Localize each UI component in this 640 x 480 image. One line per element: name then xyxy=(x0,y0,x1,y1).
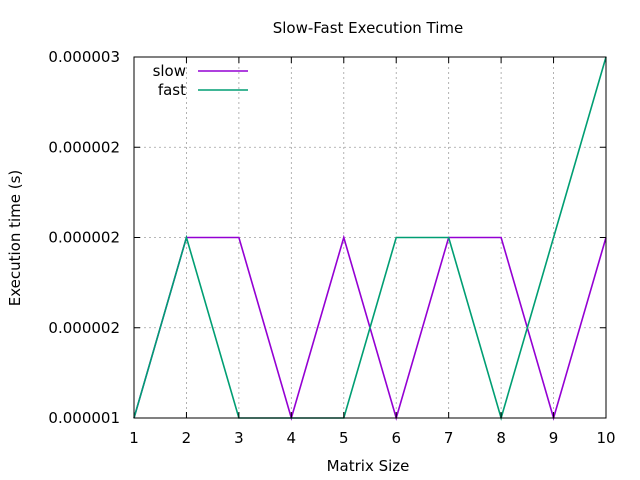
x-tick-label: 8 xyxy=(496,429,506,447)
series-line-fast xyxy=(133,56,607,421)
y-tick-label: 0.000001 xyxy=(48,409,120,427)
y-tick-label: 0.000002 xyxy=(48,138,120,156)
x-tick-label: 5 xyxy=(339,429,349,447)
x-tick-label: 1 xyxy=(129,429,139,447)
x-axis-label: Matrix Size xyxy=(327,457,410,475)
y-axis-label: Execution time (s) xyxy=(6,170,24,307)
y-tick-labels: 0.000001 0.000002 0.000002 0.000002 0.000003 xyxy=(48,48,120,427)
chart-title: Slow-Fast Execution Time xyxy=(273,19,464,37)
axis-ticks xyxy=(133,56,607,419)
x-tick-label: 4 xyxy=(287,429,297,447)
legend-label-fast: fast xyxy=(158,81,186,99)
x-tick-label: 2 xyxy=(182,429,192,447)
y-tick-label: 0.000002 xyxy=(48,319,120,337)
plot-series xyxy=(133,56,607,421)
legend-label-slow: slow xyxy=(153,62,186,80)
x-tick-label: 9 xyxy=(549,429,559,447)
x-tick-label: 7 xyxy=(444,429,454,447)
x-tick-label: 3 xyxy=(234,429,244,447)
y-tick-label: 0.000002 xyxy=(48,229,120,247)
y-tick-label: 0.000003 xyxy=(48,48,120,66)
x-tick-label: 10 xyxy=(596,429,615,447)
x-tick-labels: 1 2 3 4 5 6 7 8 9 10 xyxy=(129,429,615,447)
x-tick-label: 6 xyxy=(391,429,401,447)
